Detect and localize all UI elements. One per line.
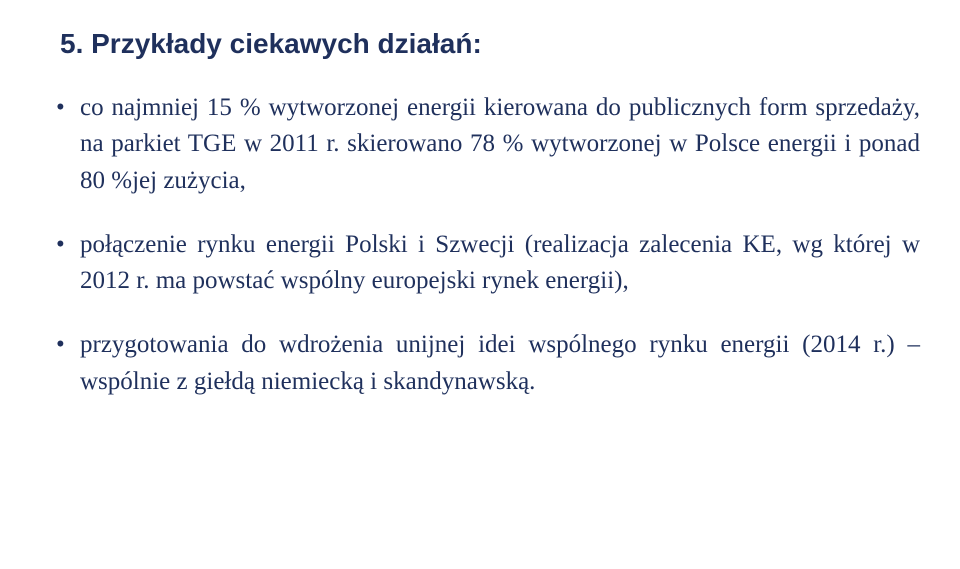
list-item: przygotowania do wdrożenia unijnej idei …: [50, 327, 920, 400]
slide-title: 5. Przykłady ciekawych działań:: [60, 28, 920, 60]
list-item: co najmniej 15 % wytworzonej energii kie…: [50, 90, 920, 199]
bullet-list: co najmniej 15 % wytworzonej energii kie…: [50, 90, 920, 400]
list-item: połączenie rynku energii Polski i Szwecj…: [50, 227, 920, 300]
slide: 5. Przykłady ciekawych działań: co najmn…: [0, 0, 960, 569]
